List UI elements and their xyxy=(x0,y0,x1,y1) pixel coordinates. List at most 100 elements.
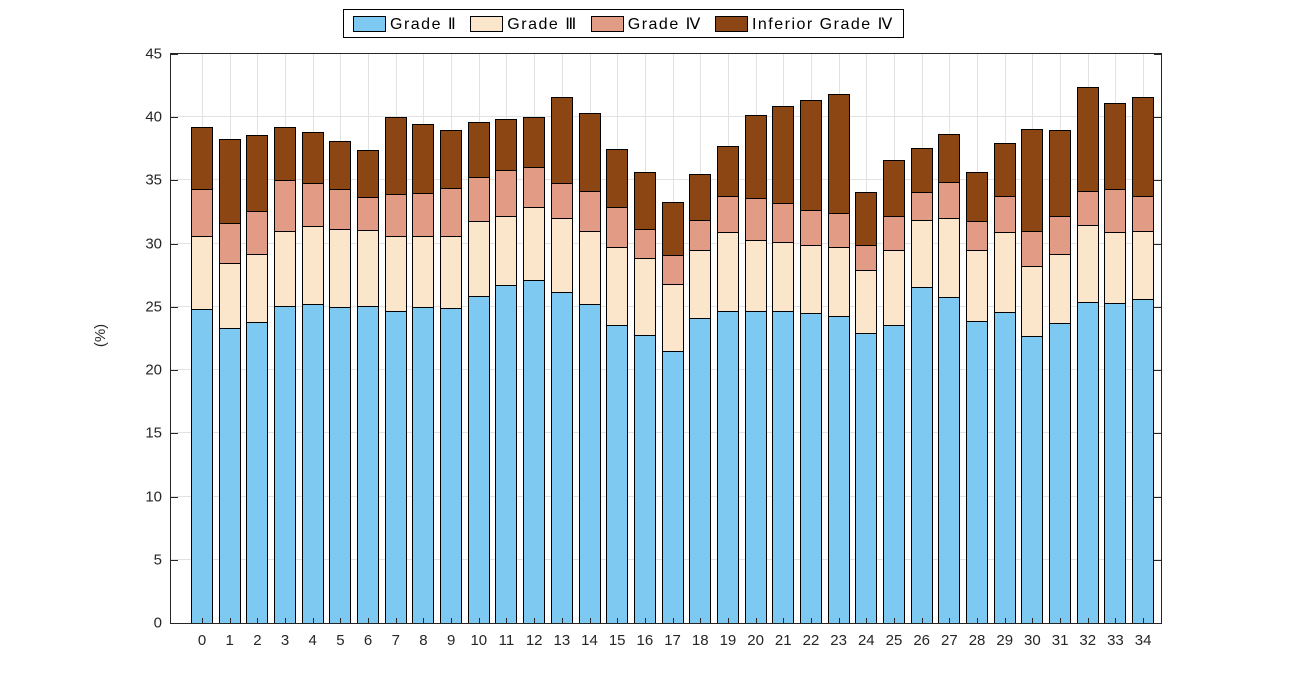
bar-segment xyxy=(440,236,463,309)
bar-segment xyxy=(993,195,1016,233)
bar-x-5 xyxy=(329,54,352,623)
y-tick-left xyxy=(171,117,178,119)
bar-segment xyxy=(1049,323,1072,623)
y-tick-label: 35 xyxy=(145,171,162,189)
bar-segment xyxy=(938,218,961,297)
bar-segment xyxy=(827,213,850,248)
bar-segment xyxy=(772,242,795,311)
x-tick-label: 21 xyxy=(774,632,792,649)
bar-x-25 xyxy=(883,54,905,623)
x-tick-label: 9 xyxy=(446,632,456,649)
legend-entry: Grade Ⅱ xyxy=(353,14,457,34)
bar-segment xyxy=(495,118,518,171)
bar-segment xyxy=(966,171,989,221)
bar-segment xyxy=(993,311,1016,623)
x-tick-label: 29 xyxy=(996,632,1014,649)
bar-x-0 xyxy=(191,54,213,623)
bar-segment xyxy=(274,231,297,306)
x-tick xyxy=(229,618,231,623)
bar-x-8 xyxy=(412,54,435,623)
bar-segment xyxy=(716,310,739,623)
bar-x-15 xyxy=(606,54,629,623)
bar-x-6 xyxy=(357,54,380,623)
y-tick-label: 20 xyxy=(145,361,162,379)
x-tick xyxy=(478,618,480,623)
x-tick-label: 6 xyxy=(363,632,373,649)
y-tick-right xyxy=(1154,370,1161,372)
bar-segment xyxy=(329,141,352,190)
bar-segment xyxy=(661,284,684,352)
x-tick xyxy=(285,618,287,623)
y-tick-left xyxy=(171,306,178,308)
bar-segment xyxy=(467,122,490,177)
bar-segment xyxy=(246,210,269,254)
bar-segment xyxy=(246,134,269,211)
y-tick-right xyxy=(1154,117,1161,119)
bar-segment xyxy=(329,189,352,229)
bar-segment xyxy=(1104,103,1127,190)
x-tick xyxy=(700,618,702,623)
y-tick-right xyxy=(1154,180,1161,182)
y-tick-right xyxy=(1154,54,1161,55)
bar-segment xyxy=(246,322,269,623)
x-tick-label: 15 xyxy=(608,632,626,649)
bar-segment xyxy=(467,295,490,623)
bar-segment xyxy=(910,219,933,287)
x-tick xyxy=(783,618,785,623)
legend-label: Inferior Grade Ⅳ xyxy=(751,15,894,33)
legend-swatch xyxy=(470,15,504,32)
bar-segment xyxy=(910,286,933,623)
y-tick-label: 45 xyxy=(145,45,162,63)
legend-entry: Grade Ⅲ xyxy=(470,14,577,34)
bar-segment xyxy=(384,194,407,237)
bar-segment xyxy=(523,207,546,281)
x-tick xyxy=(312,618,314,623)
bar-x-29 xyxy=(993,54,1016,623)
bar-segment xyxy=(1021,128,1044,232)
bar-segment xyxy=(606,207,629,248)
x-tick-label: 23 xyxy=(830,632,847,649)
bar-segment xyxy=(384,117,407,195)
x-tick-label: 16 xyxy=(636,632,654,649)
x-tick xyxy=(423,618,425,623)
x-tick xyxy=(755,618,757,623)
bar-segment xyxy=(412,193,435,237)
bar-x-17 xyxy=(661,54,684,623)
x-tick-label: 33 xyxy=(1107,632,1124,649)
bar-segment xyxy=(633,171,656,229)
bar-segment xyxy=(827,315,850,623)
bar-segment xyxy=(578,231,601,305)
bar-segment xyxy=(301,182,324,226)
bar-segment xyxy=(799,209,822,245)
bar-segment xyxy=(550,291,573,623)
bar-segment xyxy=(329,228,352,307)
bar-segment xyxy=(467,220,490,296)
bar-segment xyxy=(523,166,546,207)
x-tick xyxy=(727,618,729,623)
bar-segment xyxy=(1021,266,1044,336)
bar-segment xyxy=(827,94,850,214)
bar-segment xyxy=(578,190,601,232)
bar-x-34 xyxy=(1132,54,1155,623)
bar-segment xyxy=(744,114,767,199)
x-tick xyxy=(368,618,370,623)
x-tick xyxy=(451,618,453,623)
x-tick-label: 14 xyxy=(581,632,598,649)
legend-swatch xyxy=(714,15,748,32)
y-axis-label: (%) xyxy=(92,323,110,348)
bar-segment xyxy=(357,196,380,230)
legend-entry: Grade Ⅳ xyxy=(590,14,702,34)
bar-x-28 xyxy=(966,54,989,623)
bar-segment xyxy=(329,306,352,623)
bar-segment xyxy=(689,250,712,319)
bar-segment xyxy=(772,310,795,623)
x-tick xyxy=(1004,618,1006,623)
bar-segment xyxy=(689,318,712,623)
x-tick-label: 11 xyxy=(498,632,515,649)
x-tick xyxy=(672,618,674,623)
bar-segment xyxy=(550,97,573,183)
bar-segment xyxy=(910,147,933,192)
y-tick-label: 40 xyxy=(145,108,162,126)
y-tick-left xyxy=(171,370,178,372)
